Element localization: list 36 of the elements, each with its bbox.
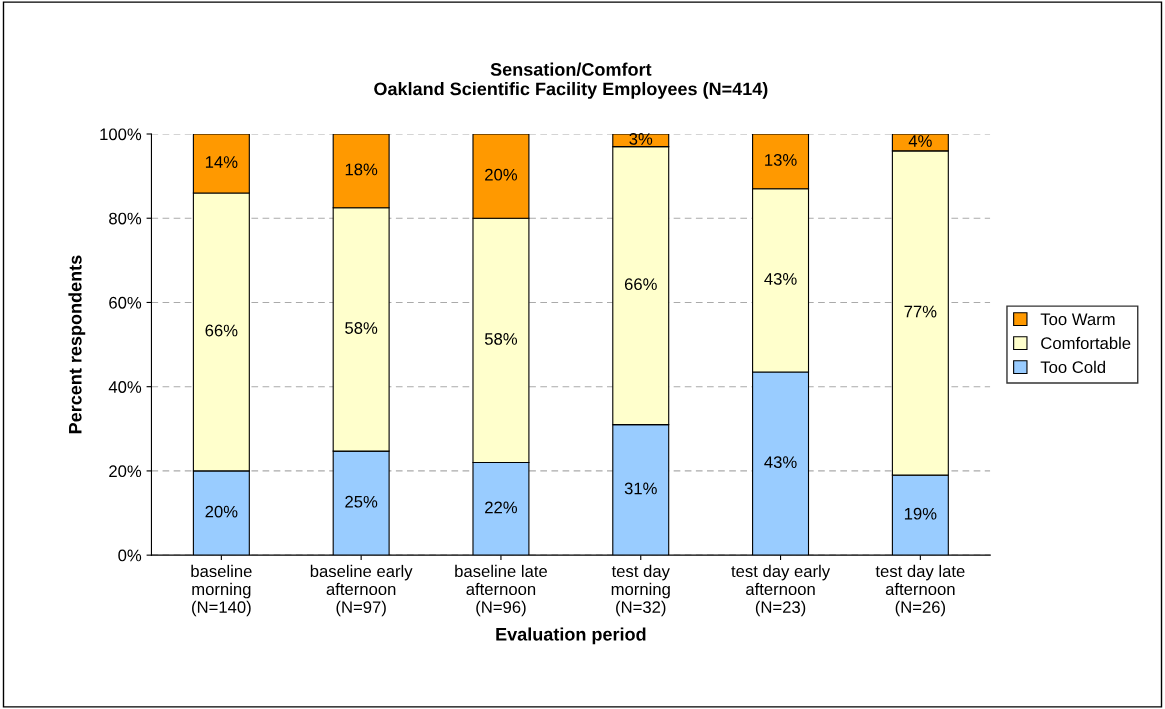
y-tick-label: 100% [100,128,142,141]
y-axis-title: Percent respondents [68,255,86,434]
x-tick-label: test day morning (N=32) [611,564,670,617]
data-label: 31% [624,482,657,495]
legend-label: Comfortable [1041,336,1131,350]
x-tick-label: test day late afternoon (N=26) [875,564,965,617]
legend-label: Too Cold [1040,360,1105,374]
data-label: 18% [345,163,378,176]
data-label: 43% [764,456,797,469]
y-tick-label: 20% [109,465,142,478]
data-label: 13% [765,154,797,166]
x-axis-title: Evaluation period [496,627,646,645]
data-label: 58% [484,333,518,345]
data-label: 3% [629,132,653,145]
data-label: 77% [904,305,937,318]
data-label: 43% [764,273,797,285]
y-tick-label: 40% [108,381,142,393]
x-tick-label: baseline early afternoon (N=97) [310,564,413,617]
data-label: 66% [205,324,238,337]
chart-title: Sensation/Comfort Oakland Scientific Facility Employees (N=414) [374,62,768,99]
y-tick-label: 80% [109,212,142,225]
data-label: 22% [485,501,518,514]
x-tick-label: test day early afternoon (N=23) [731,564,831,617]
data-label: 4% [908,135,932,147]
data-label: 19% [904,507,937,520]
legend-label: Too Warm [1040,313,1115,326]
data-label: 25% [345,495,378,508]
data-label: 58% [345,322,378,334]
x-tick-label: baseline morning (N=140) [191,564,252,617]
data-label: 14% [205,156,238,168]
data-label: 20% [205,505,238,518]
y-tick-label: 0% [118,549,142,562]
data-label: 20% [485,168,518,181]
x-tick-label: baseline late afternoon (N=96) [455,564,548,617]
y-tick-label: 60% [109,296,142,309]
data-label: 66% [624,278,657,291]
